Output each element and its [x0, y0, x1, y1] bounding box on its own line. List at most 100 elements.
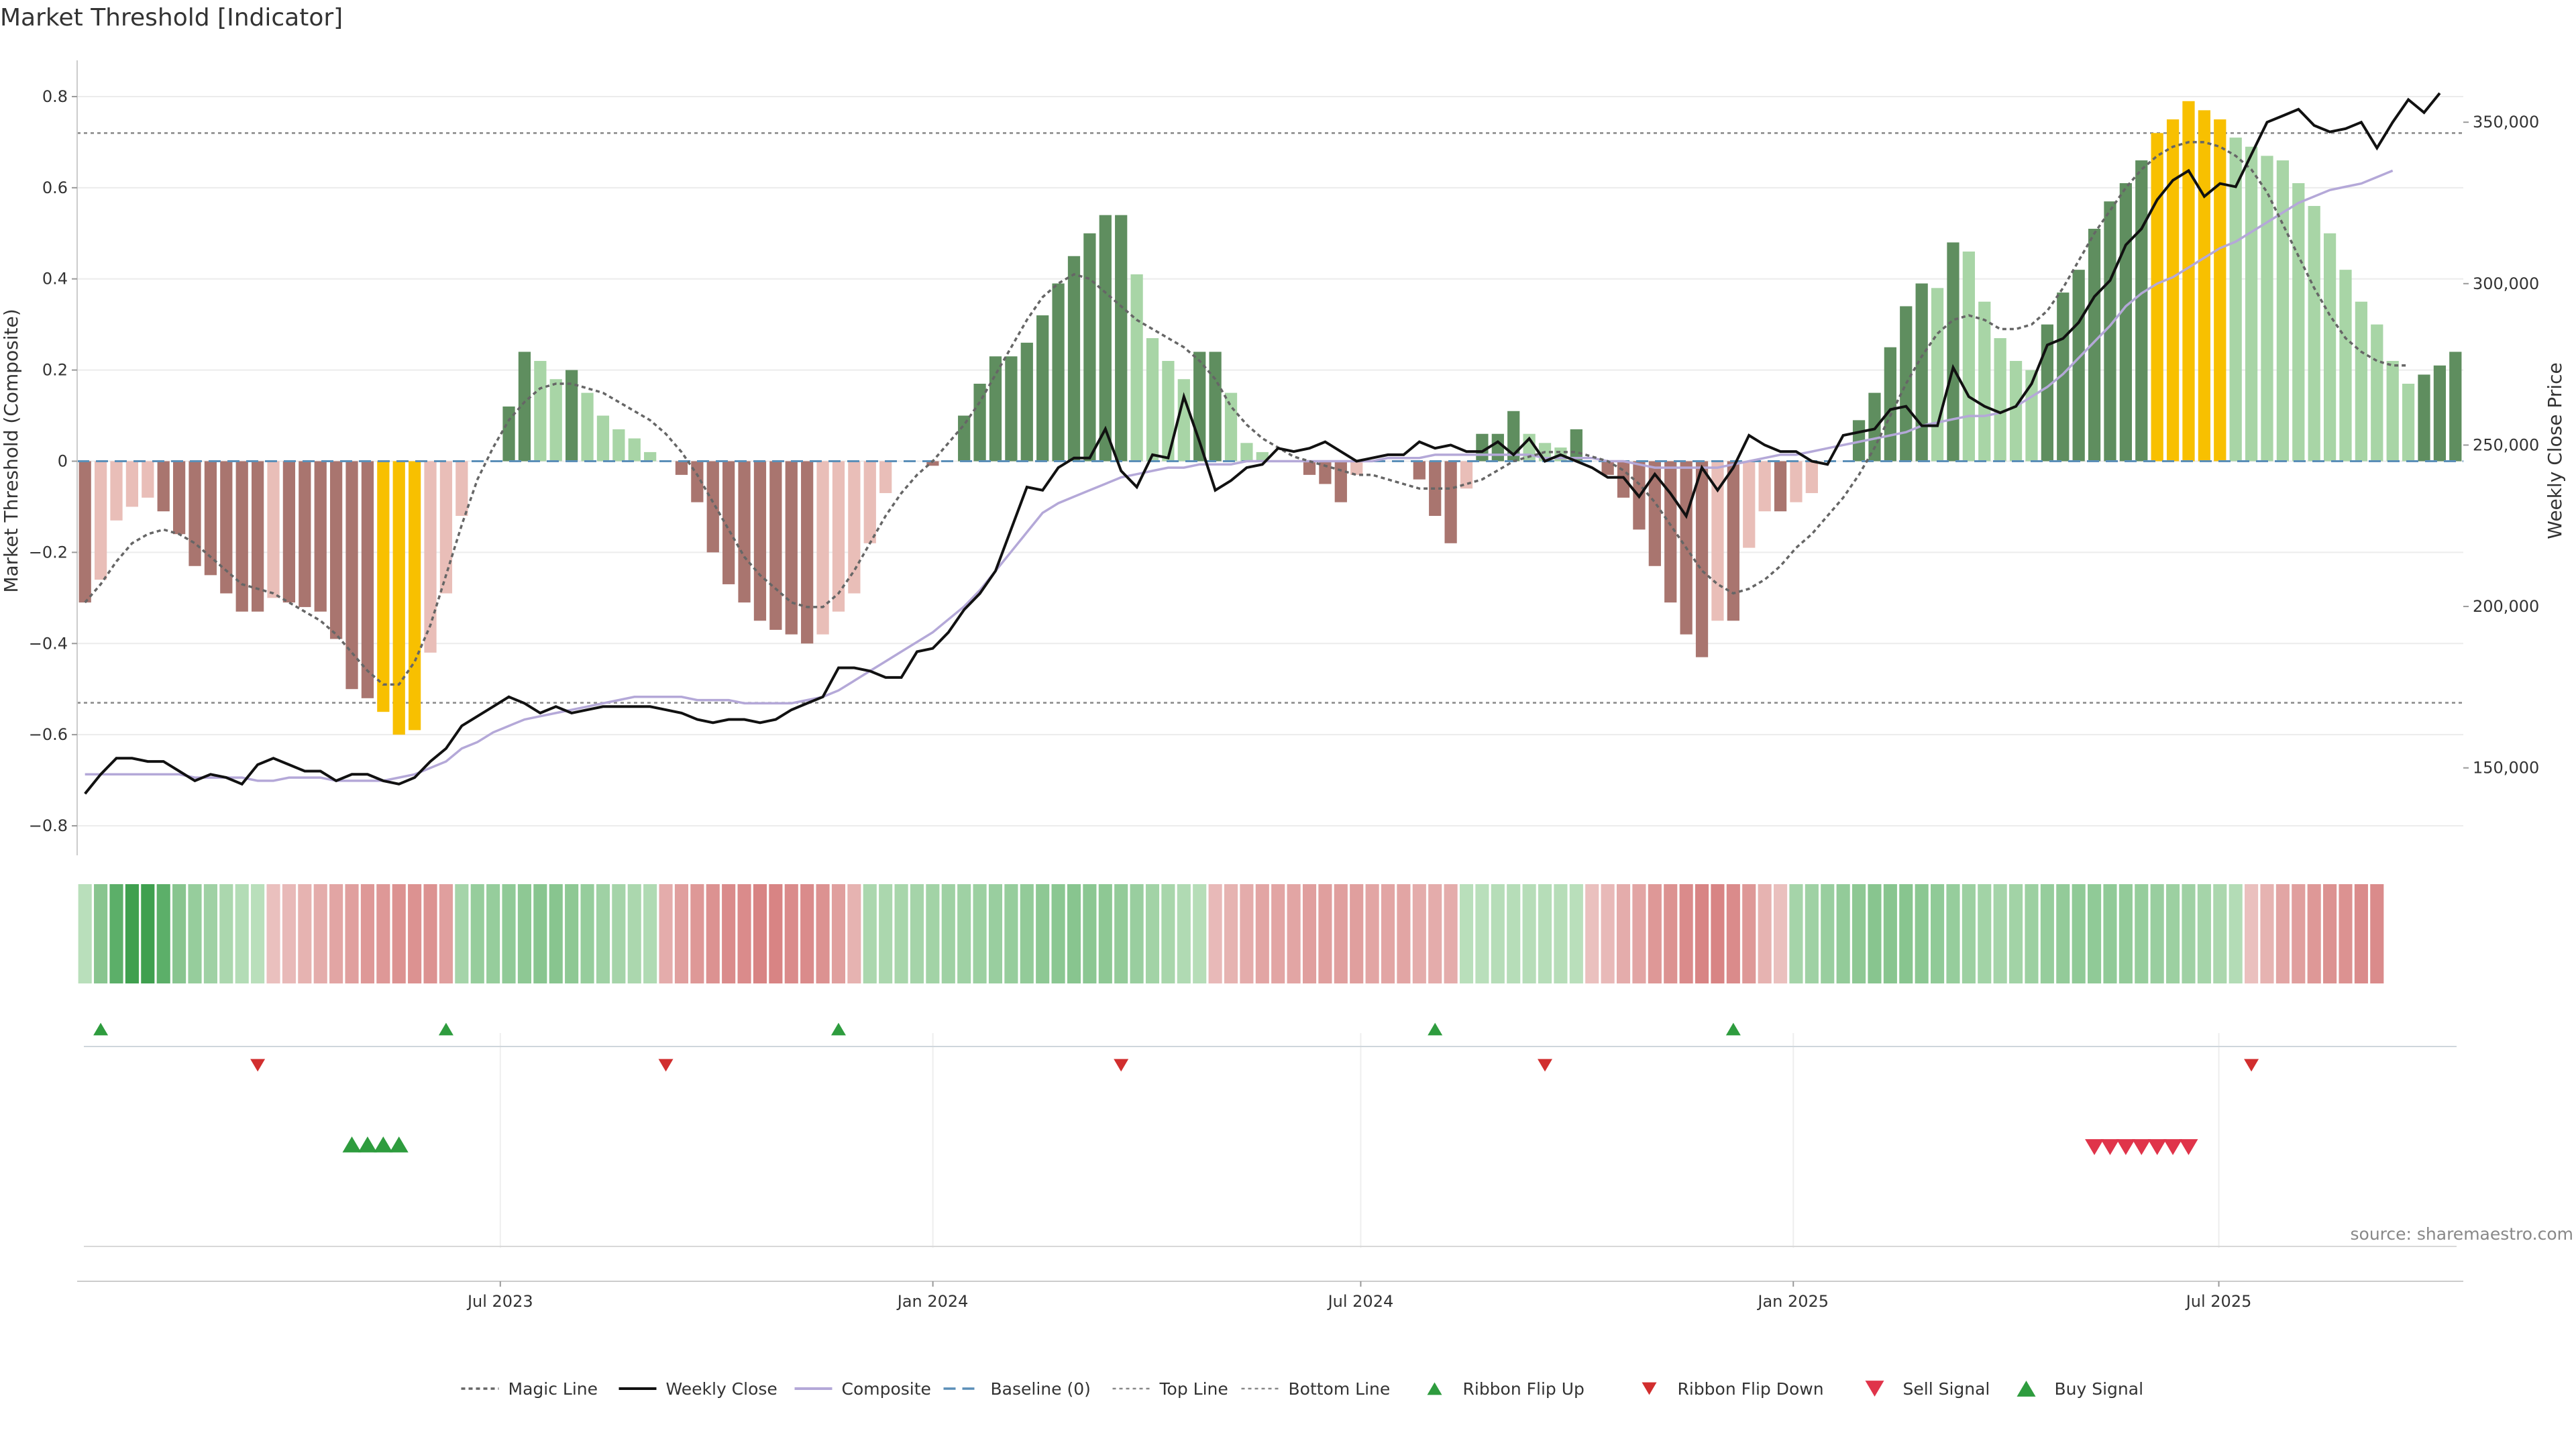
composite-bar — [1130, 274, 1143, 462]
ribbon-cell — [1726, 884, 1740, 983]
ribbon-cell — [1161, 884, 1175, 983]
weekly-close-line — [84, 92, 2441, 795]
right-tick-label: 350,000 — [2473, 113, 2539, 131]
composite-bar — [549, 379, 562, 462]
ribbon-cell — [1993, 884, 2007, 983]
ribbon-cell — [78, 884, 92, 983]
legend-label: Sell Signal — [1903, 1379, 1990, 1399]
ribbon-cell — [879, 884, 893, 983]
composite-bar — [1884, 347, 1896, 462]
ribbon-cell — [769, 884, 783, 983]
source-credit: source: sharemaestro.com — [2351, 1224, 2574, 1244]
right-axis-title: Weekly Close Price — [2544, 362, 2566, 539]
composite-bar — [1491, 433, 1504, 462]
ribbon-cell — [94, 884, 108, 983]
ribbon-cell — [1145, 884, 1160, 983]
ribbon-cell — [1632, 884, 1646, 983]
ribbon-cell — [2354, 884, 2368, 983]
composite-bar — [989, 356, 1002, 462]
legend-label: Ribbon Flip Up — [1463, 1379, 1585, 1399]
ribbon-cell — [455, 884, 469, 983]
ribbon-cell — [1758, 884, 1772, 983]
composite-bars — [78, 101, 2462, 735]
ribbon-cell — [690, 884, 704, 983]
ribbon-cell — [1020, 884, 1034, 983]
composite-bar — [1915, 283, 1928, 462]
ribbon-cell — [1240, 884, 1254, 983]
ribbon-cell — [1475, 884, 1489, 983]
ribbon-cell — [1711, 884, 1725, 983]
ribbon-cell — [1444, 884, 1458, 983]
right-tick-label: 300,000 — [2473, 274, 2539, 293]
ribbon-cell — [2103, 884, 2117, 983]
ribbon-cell — [1522, 884, 1536, 983]
ribbon-cell — [1051, 884, 1065, 983]
composite-bar — [2151, 133, 2163, 462]
composite-bar — [1115, 215, 1128, 462]
composite-bar — [110, 461, 123, 521]
composite-bar — [1962, 251, 1975, 462]
ribbon-cell — [580, 884, 594, 983]
buy-signal-marker — [374, 1136, 393, 1152]
composite-bar — [801, 461, 814, 644]
sell-signal-marker — [2147, 1139, 2167, 1155]
composite-bar — [455, 461, 468, 517]
legend-swatch — [1427, 1382, 1442, 1395]
ribbon-cell — [2118, 884, 2133, 983]
ribbon-cell — [1130, 884, 1144, 983]
composite-bar — [534, 361, 547, 462]
legend-label: Magic Line — [508, 1379, 598, 1399]
composite-bar — [267, 461, 280, 598]
ribbon-cell — [1569, 884, 1583, 983]
ribbon-cell — [1946, 884, 1960, 983]
composite-bar — [2135, 160, 2148, 462]
composite-bar — [958, 415, 971, 462]
right-tick-label: 250,000 — [2473, 435, 2539, 454]
composite-bar — [439, 461, 453, 594]
ribbon-flip-up-marker — [830, 1022, 846, 1036]
ribbon-cell — [612, 884, 626, 983]
ribbon-cell — [894, 884, 908, 983]
composite-bar — [879, 461, 892, 494]
ribbon-cell — [2009, 884, 2023, 983]
composite-bar — [706, 461, 719, 553]
ribbon-cell — [565, 884, 579, 983]
ribbon-cell — [1302, 884, 1317, 983]
ribbon-cell — [1742, 884, 1756, 983]
ribbon-cell — [627, 884, 641, 983]
ribbon-cell — [1601, 884, 1615, 983]
x-tick-label: Jul 2023 — [466, 1292, 533, 1311]
legend-item-flipdown: Ribbon Flip Down — [1642, 1379, 1824, 1399]
composite-bar — [2041, 324, 2053, 462]
ribbon-flip-up-marker — [1725, 1022, 1741, 1036]
composite-bar — [1020, 342, 1033, 462]
ribbon-cell — [2275, 884, 2290, 983]
ribbon-cell — [2339, 884, 2353, 983]
ribbon-cell — [470, 884, 484, 983]
composite-bar — [1413, 461, 1426, 480]
ribbon-flip-up-marker — [93, 1022, 109, 1036]
legend-label: Baseline (0) — [991, 1379, 1091, 1399]
composite-bar — [2104, 201, 2116, 462]
ribbon-cell — [1255, 884, 1269, 983]
x-tick-label: Jul 2024 — [1327, 1292, 1394, 1311]
composite-bar — [157, 461, 170, 512]
buy-signal-marker — [342, 1136, 362, 1152]
ribbon-cell — [109, 884, 123, 983]
legend-label: Ribbon Flip Down — [1678, 1379, 1824, 1399]
ribbon-cell — [2213, 884, 2227, 983]
left-tick-label: 0.2 — [42, 361, 68, 380]
ribbon-cell — [2088, 884, 2102, 983]
legend-item-buy: Buy Signal — [2017, 1379, 2143, 1399]
ribbon-cell — [643, 884, 657, 983]
composite-bar — [1978, 301, 1991, 462]
composite-bar — [769, 461, 782, 630]
composite-bar — [2386, 361, 2399, 462]
composite-bar — [1052, 283, 1065, 462]
ribbon-cell — [784, 884, 798, 983]
buy-signal-marker — [389, 1136, 409, 1152]
ribbon-cell — [1930, 884, 1945, 983]
ribbon-cell — [1507, 884, 1521, 983]
ribbon-cell — [1616, 884, 1631, 983]
legend-swatch — [1642, 1382, 1657, 1395]
